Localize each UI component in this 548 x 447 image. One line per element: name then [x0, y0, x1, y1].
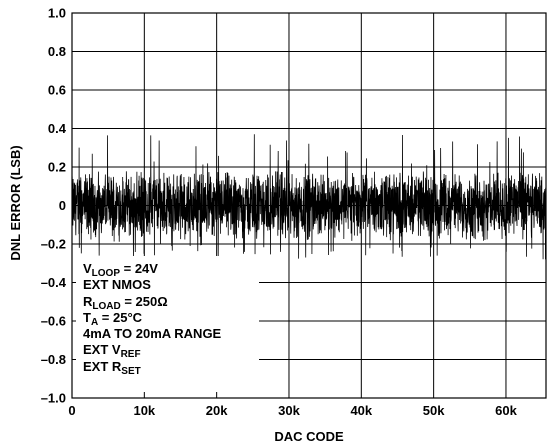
x-tick-label: 30k	[278, 403, 300, 418]
condition-nmos: EXT NMOS	[83, 277, 151, 293]
condition-rload: RLOAD = 250Ω	[83, 293, 168, 312]
y-tick-label: –0.4	[41, 275, 67, 290]
condition-vref: EXT VREF	[83, 342, 141, 361]
condition-rset: EXT RSET	[83, 358, 141, 377]
y-tick-label: 0.4	[48, 121, 67, 136]
x-tick-label: 0	[68, 403, 75, 418]
y-tick-label: –0.8	[41, 352, 66, 367]
test-conditions-box: VLOOP = 24V EXT NMOS RLOAD = 250Ω TA = 2…	[76, 256, 259, 392]
y-axis-title: DNL ERROR (LSB)	[8, 145, 23, 260]
x-tick-labels: 0 10k 20k 30k 40k 50k 60k	[68, 403, 517, 418]
y-tick-label: –0.2	[41, 237, 66, 252]
y-tick-label: –0.6	[41, 314, 66, 329]
y-tick-label: 0	[59, 198, 66, 213]
y-tick-label: 1.0	[48, 6, 66, 21]
plot-frame	[71, 12, 547, 399]
y-tick-label: 0.2	[48, 160, 66, 175]
x-axis-title: DAC CODE	[274, 429, 344, 444]
y-tick-label: 0.6	[48, 83, 66, 98]
x-tick-label: 10k	[133, 403, 155, 418]
x-tick-label: 40k	[350, 403, 372, 418]
condition-temperature: TA = 25°C	[83, 309, 143, 328]
condition-vloop: VLOOP = 24V	[83, 261, 158, 279]
x-tick-label: 60k	[495, 403, 517, 418]
x-tick-label: 20k	[206, 403, 228, 418]
dnl-trace	[71, 134, 547, 260]
y-tick-label: –1.0	[41, 391, 66, 406]
x-tick-label: 50k	[423, 403, 445, 418]
dnl-series-line	[71, 134, 547, 260]
y-tick-labels: –1.0 –0.8 –0.6 –0.4 –0.2 0 0.2 0.4 0.6 0.8 1.0	[41, 6, 67, 406]
y-tick-label: 0.8	[48, 44, 66, 59]
condition-range: 4mA TO 20mA RANGE	[83, 326, 222, 342]
